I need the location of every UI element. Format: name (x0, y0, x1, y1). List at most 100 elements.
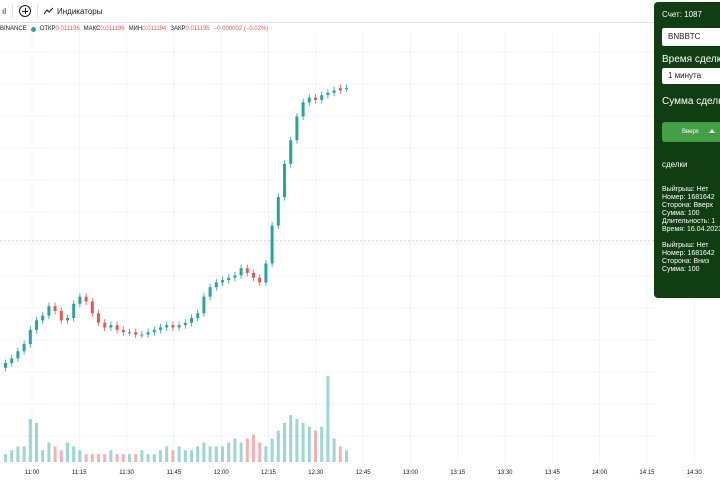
volume-bar (239, 442, 243, 462)
compare-add-icon[interactable] (19, 5, 31, 17)
time-axis-label: 13:30 (497, 470, 513, 476)
volume-bar (233, 438, 237, 462)
candle-body (165, 325, 169, 328)
candle-body (202, 296, 206, 314)
candle-body (103, 322, 107, 328)
volume-bar (16, 446, 20, 462)
time-axis-label: 11:15 (72, 470, 87, 476)
high-value: 0.011196 (100, 26, 125, 32)
candle-body (227, 277, 231, 281)
volume-bar (103, 454, 107, 462)
trade-item: Выйгрыш: Нет Номер: 1681642 Сторона: Вверх… (662, 186, 720, 234)
candle-body (53, 306, 57, 311)
trade-line: Сумма: 100 (662, 266, 700, 273)
change-value: −0.000002 (−0.02%) (213, 26, 269, 32)
candle-body (326, 92, 330, 96)
candle-body (295, 116, 299, 141)
price-chart[interactable]: 11:00 11:15 11:30 11:45 12:00 12:15 12:30 12:45… (0, 22, 720, 480)
time-axis-label: 14:00 (592, 470, 608, 476)
candle-body (264, 263, 268, 283)
volume-bar (152, 454, 156, 462)
candle-body (109, 325, 113, 328)
trade-item: Выйгрыш: Нет Номер: 1681642 Сторона: Вниз С… (662, 242, 720, 274)
candle-body (345, 88, 348, 90)
volume-bar (314, 430, 317, 462)
candle-body (307, 97, 311, 103)
candle-body (252, 272, 255, 278)
volume-bar (53, 446, 57, 462)
candle-body (28, 329, 32, 345)
candle-body (214, 282, 218, 288)
candle-body (152, 329, 156, 333)
volume-bar (35, 422, 38, 462)
volume-bar (41, 450, 45, 462)
candle-body (233, 275, 237, 278)
indicators-label: Индикаторы (57, 6, 103, 16)
candle-body (221, 280, 224, 283)
candle-body (301, 102, 305, 117)
volume-bar (338, 446, 342, 462)
candle-body (314, 97, 317, 100)
candle-body (140, 334, 144, 336)
open-label: ОТКР (39, 26, 56, 32)
volume-bar (221, 446, 224, 462)
volume-bar (345, 450, 348, 462)
volume-bar (66, 442, 69, 462)
ohlc-legend: BINANCE ОТКР0.011196 МАКС0.011196 МИН0.0… (0, 26, 268, 32)
time-axis-label: 12:15 (261, 470, 277, 476)
low-label: МИН (128, 26, 143, 32)
candle-body (320, 95, 324, 100)
volume-bar (115, 454, 119, 462)
candle-body (134, 332, 138, 335)
indicators-icon (44, 7, 53, 14)
symbol-input[interactable]: BNBBTC (662, 28, 720, 46)
volume-bar (307, 426, 311, 462)
volume-bar (78, 450, 82, 462)
volume-bar (301, 422, 305, 462)
candle-body (270, 225, 274, 264)
candle-body (72, 303, 76, 318)
volume-bar (165, 446, 169, 462)
interval-label[interactable]: ıl (2, 6, 6, 16)
trade-line: Сумма: 100 (662, 210, 700, 217)
time-axis-label: 12:00 (214, 470, 230, 476)
timeframe-select[interactable]: 1 минута (662, 68, 720, 84)
volume-bar (295, 419, 299, 462)
time-axis-label: 12:30 (308, 470, 324, 476)
deal-time-label: Время сделки (662, 54, 720, 65)
trade-line: Сторона: Вверх (662, 202, 714, 209)
candle-body (239, 268, 243, 276)
time-axis-label: 14:30 (687, 470, 703, 476)
toolbar-divider (12, 4, 13, 18)
volume-bar (90, 454, 94, 462)
volume-bar (72, 446, 76, 462)
toolbar-divider (37, 4, 38, 18)
volume-bar (289, 415, 293, 462)
candle-body (41, 315, 45, 321)
indicators-button[interactable]: Индикаторы (44, 7, 102, 16)
account-balance: Счет: 1087 (662, 10, 702, 19)
volume-bar (183, 450, 187, 462)
open-value: 0.011196 (55, 26, 80, 32)
candle-body (177, 325, 181, 328)
time-axis-label: 13:45 (545, 470, 561, 476)
candle-body (115, 325, 119, 330)
volume-bar (320, 426, 324, 462)
volume-bar (59, 450, 63, 462)
candle-body (59, 310, 63, 321)
trades-title: сделки (662, 160, 688, 169)
volume-bar (214, 446, 218, 462)
close-label: ЗАКР (170, 26, 186, 32)
time-axis-label: 13:00 (403, 470, 419, 476)
volume-bar (177, 446, 181, 462)
candle-body (208, 287, 212, 297)
deal-amount-label: Сумма сделки (662, 96, 720, 107)
time-axis-label: 11:30 (119, 470, 134, 476)
candle-body (121, 329, 125, 333)
volume-bar (326, 376, 330, 462)
volume-bar (128, 454, 131, 462)
candle-body (35, 320, 38, 330)
volume-bar (208, 446, 212, 462)
trade-line: Выйгрыш: Нет (662, 242, 709, 249)
buy-up-button[interactable]: Вверх (662, 122, 720, 142)
